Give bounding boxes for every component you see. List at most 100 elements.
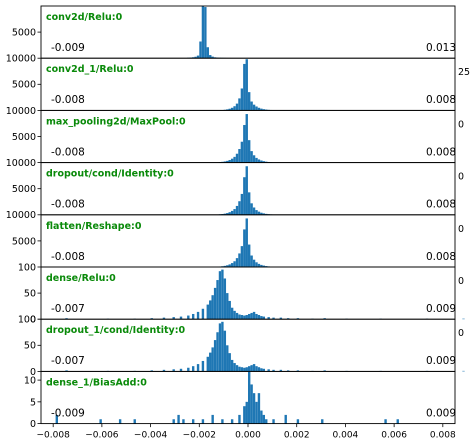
hist-bar <box>213 287 217 320</box>
hist-bar <box>248 192 251 215</box>
y-tick-label: 5000 <box>12 184 36 195</box>
y-tick-label: 100 <box>18 315 36 326</box>
hist-bar <box>213 340 217 372</box>
hist-bar <box>223 265 227 267</box>
hist-bar <box>260 264 263 267</box>
hist-bar <box>260 212 263 215</box>
y-tick-label: 100 <box>18 262 36 273</box>
min-value-label: -0.007 <box>51 355 85 367</box>
hist-bar <box>228 300 231 320</box>
hist-bar <box>223 330 227 372</box>
hist-bar <box>396 419 399 424</box>
hist-bar <box>228 159 231 163</box>
hist-bar <box>179 316 183 320</box>
hist-bar <box>177 414 180 424</box>
hist-bar <box>245 59 248 111</box>
hist-bar <box>252 259 256 267</box>
clipped-tick-label: 0 <box>458 328 464 339</box>
hist-bar <box>204 7 207 59</box>
hist-bar <box>255 401 258 424</box>
hist-bar <box>235 153 239 163</box>
hist-bar <box>235 365 239 372</box>
hist-bar <box>209 300 212 320</box>
y-tick-label: 5 <box>30 397 36 408</box>
max-value-label: 0.008 <box>426 251 456 263</box>
panel-title: conv2d_1/Relu:0 <box>46 64 134 75</box>
hist-bar <box>211 414 214 424</box>
hist-bar <box>250 203 253 215</box>
clipped-tick-label: 0 <box>458 276 464 287</box>
max-value-label: 0.013 <box>426 42 456 54</box>
hist-bar <box>201 419 205 424</box>
clipped-tick-label: 0 <box>458 119 464 130</box>
hist-bar <box>196 364 200 372</box>
hist-bar <box>257 367 261 372</box>
hist-bar <box>221 321 224 372</box>
hist-bar <box>228 212 231 215</box>
hist-bar <box>228 353 231 372</box>
hist-bar <box>216 332 219 372</box>
hist-bar <box>248 92 251 111</box>
hist-bar <box>262 213 265 215</box>
hist-bar <box>233 310 236 320</box>
hist-bar <box>255 366 258 372</box>
hist-bar <box>296 370 300 372</box>
hist-bar <box>267 369 270 372</box>
hist-bar <box>211 56 214 59</box>
panel-title: dropout/cond/Identity:0 <box>46 169 174 180</box>
y-tick-label: 50 <box>24 289 36 300</box>
panel-title: dense_1/BiasAdd:0 <box>46 377 147 388</box>
x-tick-label: −0.004 <box>134 431 168 441</box>
hist-bar <box>243 229 246 267</box>
hist-bar <box>323 370 326 372</box>
hist-bar <box>252 104 256 111</box>
clipped-tick-label: 25 <box>458 67 470 78</box>
hist-bar <box>250 151 253 163</box>
hist-bar <box>238 366 241 372</box>
y-tick-label: 10000 <box>6 158 36 169</box>
hist-bar <box>262 161 265 163</box>
hist-bar <box>248 371 251 424</box>
x-tick-label: 0.004 <box>333 431 359 441</box>
hist-bar <box>260 160 263 163</box>
hist-bar <box>226 109 229 111</box>
y-tick-label: 5000 <box>12 132 36 143</box>
clipped-tick-label: 0 <box>458 172 464 183</box>
hist-bar <box>243 367 246 372</box>
hist-bar <box>265 419 268 424</box>
hist-bar <box>245 218 248 267</box>
hist-bar <box>221 419 224 424</box>
max-value-label: 0.008 <box>426 146 456 158</box>
hist-bar <box>250 312 253 320</box>
hist-bar <box>272 419 275 424</box>
hist-bar <box>191 57 195 59</box>
hist-bar <box>196 55 200 59</box>
panel-title: dense/Relu:0 <box>46 273 116 284</box>
hist-bar <box>226 345 229 372</box>
panel-title: dropout_1/cond/Identity:0 <box>46 325 186 336</box>
hist-bar <box>262 368 265 372</box>
y-tick-label: 0 <box>30 419 36 430</box>
clipped-tick-label: 0 <box>458 224 464 235</box>
hist-bar <box>255 313 258 320</box>
hist-bar <box>240 141 244 163</box>
hist-bar <box>257 393 261 424</box>
hist-bar <box>321 419 324 424</box>
hist-bar <box>226 160 229 163</box>
y-tick-label: 5000 <box>12 28 36 39</box>
hist-bar <box>286 370 290 372</box>
x-tick-label: 0.008 <box>430 431 456 441</box>
hist-bar <box>230 307 234 320</box>
max-value-label: 0.009 <box>426 303 456 315</box>
hist-bar <box>279 317 283 320</box>
hist-bar <box>238 98 241 111</box>
hist-bar <box>191 419 195 424</box>
max-value-label: 0.008 <box>426 94 456 106</box>
hist-bar <box>226 293 229 320</box>
hist-bar <box>133 419 136 424</box>
hist-bar <box>230 419 234 424</box>
hist-bar <box>211 295 214 320</box>
hist-bar <box>252 155 256 163</box>
